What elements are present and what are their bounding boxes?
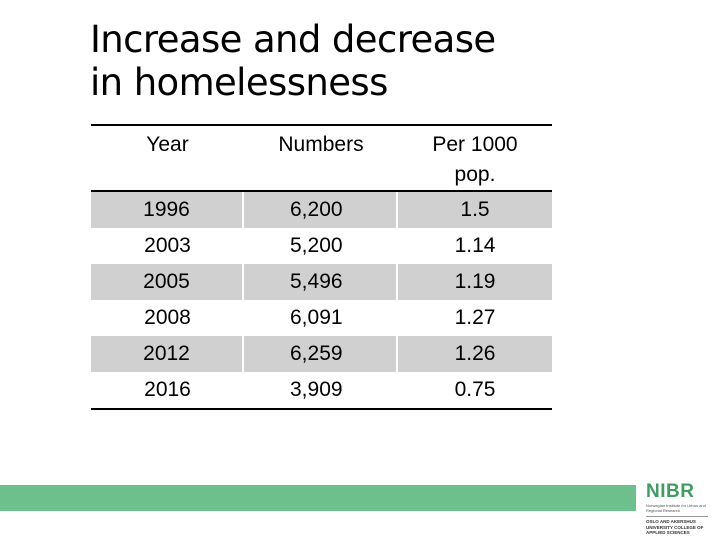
logo-subtitle: Norwegian Institute for Urban and Region… bbox=[646, 503, 706, 513]
header-year: Year bbox=[146, 133, 189, 156]
table-row: 2012 6,259 1.26 bbox=[91, 336, 552, 372]
cell-numbers: 5,496 bbox=[244, 264, 398, 300]
table-row: 2005 5,496 1.19 bbox=[91, 264, 552, 300]
cell-year: 2008 bbox=[144, 306, 191, 329]
table-row: 2003 5,200 1.14 bbox=[91, 228, 552, 264]
cell-per-1000: 0.75 bbox=[454, 378, 496, 401]
header-per-1000-line-2: pop. bbox=[454, 163, 496, 186]
cell-numbers: 5,200 bbox=[290, 234, 343, 257]
cell-year: 2005 bbox=[91, 264, 244, 300]
table-row: 2016 3,909 0.75 bbox=[91, 372, 552, 408]
header-per-1000-line-1: Per 1000 bbox=[432, 133, 518, 156]
logo-college: OSLO AND AKERSHUS UNIVERSITY COLLEGE OF … bbox=[646, 519, 704, 535]
cell-per-1000: 1.14 bbox=[454, 234, 496, 257]
logo-name: NIBR bbox=[646, 481, 695, 502]
cell-per-1000: 1.27 bbox=[454, 306, 496, 329]
cell-numbers: 3,909 bbox=[290, 378, 343, 401]
logo-divider bbox=[646, 516, 708, 517]
cell-per-1000: 1.26 bbox=[454, 342, 496, 365]
nibr-logo: NIBR Norwegian Institute for Urban and R… bbox=[646, 482, 716, 538]
table-row: 2008 6,091 1.27 bbox=[91, 300, 552, 336]
cell-year: 2012 bbox=[91, 336, 244, 372]
footer-green-bar bbox=[0, 485, 636, 511]
slide-title: Increase and decrease in homelessness bbox=[90, 18, 610, 104]
header-numbers: Numbers bbox=[278, 133, 364, 156]
slide-title-line-1: Increase and decrease bbox=[90, 18, 496, 61]
table-header-row: Year Numbers Per 1000 pop. bbox=[91, 126, 552, 192]
cell-year: 1996 bbox=[91, 192, 244, 228]
cell-year: 2003 bbox=[144, 234, 191, 257]
cell-per-1000: 1.19 bbox=[454, 270, 496, 293]
cell-numbers: 6,091 bbox=[290, 306, 343, 329]
homelessness-table: Year Numbers Per 1000 pop. 1996 6,200 1.… bbox=[91, 124, 552, 410]
cell-per-1000: 1.5 bbox=[460, 198, 490, 221]
cell-year: 2016 bbox=[144, 378, 191, 401]
cell-numbers: 6,259 bbox=[244, 336, 398, 372]
slide-title-line-2: in homelessness bbox=[90, 61, 388, 104]
table-row: 1996 6,200 1.5 bbox=[91, 192, 552, 228]
header-per-1000: Per 1000 pop. bbox=[398, 126, 552, 190]
cell-numbers: 6,200 bbox=[244, 192, 398, 228]
